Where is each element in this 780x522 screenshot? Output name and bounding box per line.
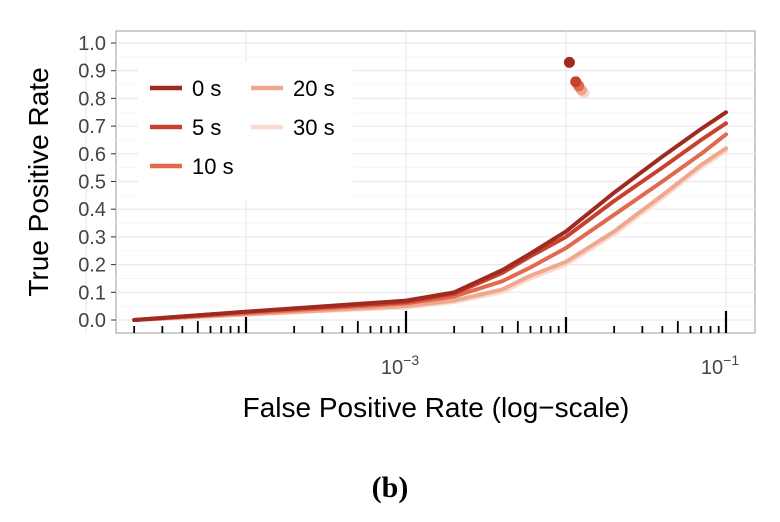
y-tick-label: 0.5 (78, 172, 106, 194)
y-axis-title: True Positive Rate (23, 67, 54, 296)
y-tick-label: 0.0 (78, 310, 106, 332)
y-tick-label: 0.8 (78, 88, 106, 110)
legend-label: 5 s (192, 115, 221, 140)
figure-caption: (b) (372, 471, 409, 504)
series-line (132, 110, 728, 322)
series-line (132, 146, 728, 322)
series-marker (563, 56, 575, 68)
y-tick-label: 0.1 (78, 282, 106, 304)
y-tick-label: 0.6 (78, 144, 106, 166)
series-markers (563, 56, 590, 99)
legend-label: 30 s (293, 115, 335, 140)
y-tick-label: 0.3 (78, 227, 106, 249)
y-tick-label: 0.2 (78, 255, 106, 277)
series-lines (132, 110, 728, 322)
legend-box (138, 62, 353, 200)
x-tick-label: 10−1 (701, 352, 739, 379)
legend-label: 10 s (192, 154, 234, 179)
legend-label: 20 s (293, 76, 335, 101)
legend: 0 s 5 s 10 s 20 s 30 s (150, 76, 335, 179)
legend-label: 0 s (192, 76, 221, 101)
y-tick-label: 0.7 (78, 116, 106, 138)
x-tick-label: 10−3 (381, 352, 419, 379)
y-tick-label: 0.9 (78, 61, 106, 83)
y-tick-label: 0.4 (78, 199, 106, 221)
y-tick-label: 1.0 (78, 33, 106, 55)
series-marker (570, 76, 582, 88)
x-axis-title: False Positive Rate (log−scale) (243, 392, 630, 423)
legend-background (138, 62, 353, 200)
